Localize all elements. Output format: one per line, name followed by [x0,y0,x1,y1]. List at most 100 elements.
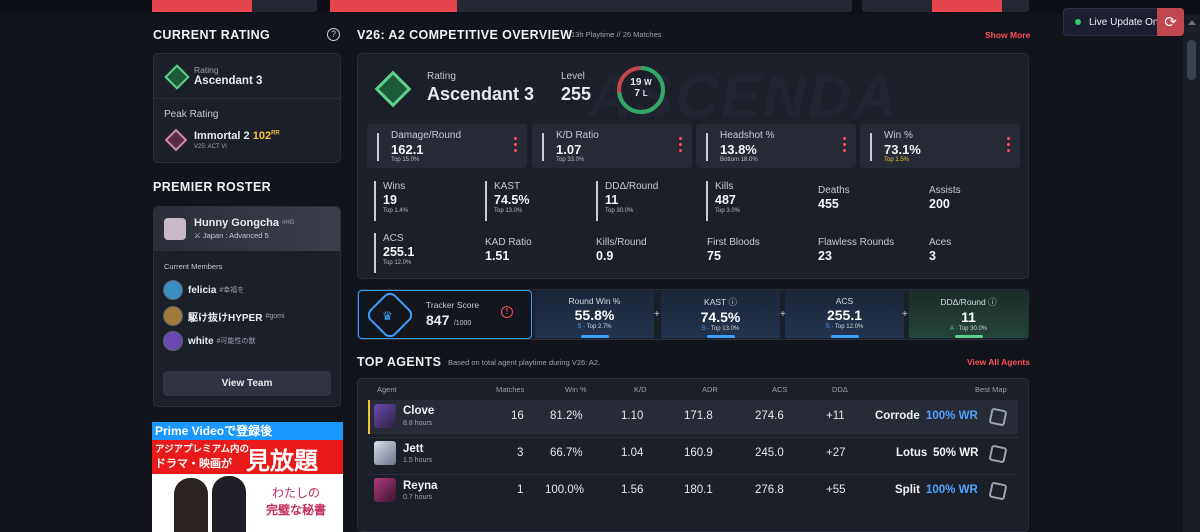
grid-stat-flawless[interactable]: Flawless Rounds 23 [818,237,894,277]
stat-value: 11 [605,193,619,207]
nav-tab-1[interactable] [152,0,317,12]
tracker-col-round-win[interactable]: Round Win % 55.8% S · Top 2.7% [535,290,654,338]
nav-tab-2[interactable] [330,0,852,12]
more-icon[interactable] [679,137,682,155]
stat-value: 1.51 [485,249,510,263]
advertisement[interactable]: Prime Videoで登録後 アジアプレミアム内の ドラマ・映画が 見放題 わ… [152,422,343,532]
agent-hours: 0.7 hours [403,494,433,501]
more-icon[interactable] [514,137,517,155]
refresh-icon[interactable]: ⟳ [1157,8,1184,36]
scrollbar-track[interactable] [1183,15,1200,532]
ad-line3: ドラマ・映画が [155,458,232,470]
stat-value: 487 [715,193,736,207]
tracker-col-sub: · Top 30.0% [955,326,988,332]
more-icon[interactable] [1007,137,1010,155]
peak-rating-value: Immortal 2 [194,130,250,142]
grid-stat-dd[interactable]: DDΔ/Round 11 Top 30.0% [596,181,658,221]
team-region: Japan : Advanced 5 [202,231,269,240]
stat-bar [870,133,872,161]
tracker-col-sub: · Top 12.0% [831,324,864,330]
separator: // [616,30,621,39]
grid-stat-first-bloods[interactable]: First Bloods 75 [707,237,760,277]
col-header-win[interactable]: Win % [565,385,587,394]
grid-stat-kills[interactable]: Kills 487 Top 3.0% [706,181,740,221]
col-header-agent[interactable]: Agent [377,385,397,394]
more-icon[interactable] [843,137,846,155]
stat-box-damage[interactable]: Damage/Round 162.1 Top 15.0% [367,124,527,168]
tracker-col-label: Round Win % [568,296,621,306]
tracker-score-max: /1000 [453,320,472,327]
info-alert-icon[interactable]: ! [501,306,513,318]
live-update-toggle[interactable]: Live Update On ⟳ [1063,8,1184,36]
tracker-col-acs[interactable]: ACS 255.1 S · Top 12.0% [785,290,904,338]
grid-stat-wins[interactable]: Wins 19 Top 1.4% [374,181,408,221]
stat-bar [377,133,379,161]
scroll-up-icon[interactable] [1188,20,1196,25]
table-row[interactable] [368,474,1018,508]
grid-stat-acs[interactable]: ACS 255.1 Top 12.0% [374,233,414,273]
agent-kd: 1.10 [621,410,644,422]
member-row[interactable]: 駆け抜けHYPER #gomi [163,305,285,327]
plus-icon: + [654,309,660,320]
member-row[interactable]: white #可能性の獣 [163,330,255,352]
tracker-col-sub: · Top 2.7% [583,324,612,330]
ad-title1: わたしの [271,486,320,500]
map-icon [988,407,1008,427]
info-icon[interactable]: ⓘ [988,297,997,307]
view-all-agents-link[interactable]: View All Agents [967,357,1030,367]
wins-unit: W [644,78,652,87]
show-more-link[interactable]: Show More [985,30,1031,40]
col-header-kd[interactable]: K/D [634,385,647,394]
question-circle-icon[interactable]: ? [327,28,340,41]
tracker-col-grade: A [949,326,954,332]
table-row[interactable] [368,400,1018,434]
team-name[interactable]: Hunny Gongcha [194,217,279,229]
stat-value: 162.1 [391,142,424,157]
tracker-col-dd[interactable]: DDΔ/Round ⓘ 11 A · Top 30.0% [909,290,1028,338]
agent-dd: +55 [826,484,846,496]
col-header-dd[interactable]: DDΔ [832,385,848,394]
grid-stat-kast[interactable]: KAST 74.5% Top 13.0% [485,181,529,221]
overview-rating-label: Rating [427,71,456,82]
agent-portrait [374,478,396,502]
grid-stat-kpr[interactable]: Kills/Round 0.9 [596,237,647,277]
stat-box-winrate[interactable]: Win % 73.1% Top 1.5% [860,124,1020,168]
col-header-acs[interactable]: ACS [772,385,788,394]
agent-portrait [374,404,396,428]
nav-tab-3[interactable] [862,0,1029,12]
tracker-score-value: 847 [426,312,450,328]
stat-percentile: Top 1.5% [884,157,910,163]
grid-stat-deaths[interactable]: Deaths 455 [818,185,850,225]
grid-stat-kad[interactable]: KAD Ratio 1.51 [485,237,532,277]
member-row[interactable]: felicia #幸福を [163,279,244,301]
member-name: felicia [188,284,217,296]
stat-label: Flawless Rounds [818,237,895,248]
col-header-best-map[interactable]: Best Map [975,385,1007,394]
col-header-matches[interactable]: Matches [496,385,525,394]
top-agents-heading: TOP AGENTS [357,355,442,369]
info-icon[interactable]: ⓘ [728,297,737,307]
col-header-adr[interactable]: ADR [702,385,718,394]
stat-percentile: Top 3.0% [715,208,741,214]
stat-percentile: Top 15.0% [391,157,420,163]
grid-stat-aces[interactable]: Aces 3 [929,237,951,277]
tracker-col-underline [954,335,983,338]
peak-season: V25: ACT VI [194,144,227,150]
team-logo [164,218,186,240]
stat-percentile: Top 33.0% [556,157,585,163]
agent-hours: 1.5 hours [403,457,433,464]
agent-adr: 171.8 [684,410,713,422]
stat-label: DDΔ/Round [605,181,659,192]
scrollbar-thumb[interactable] [1187,40,1196,80]
playtime: 13h Playtime [571,30,615,39]
agent-winrate: 81.2% [550,410,583,422]
stat-value: 0.9 [596,249,614,263]
grid-stat-assists[interactable]: Assists 200 [929,185,961,225]
agent-winrate: 66.7% [550,447,583,459]
tracker-col-kast[interactable]: KAST ⓘ 74.5% S · Top 13.0% [661,290,780,338]
member-avatar [163,280,183,300]
view-team-button[interactable]: View Team [163,371,331,396]
stat-box-kd[interactable]: K/D Ratio 1.07 Top 33.0% [532,124,692,168]
table-row[interactable] [368,437,1018,471]
stat-box-headshot[interactable]: Headshot % 13.8% Bottom 18.0% [696,124,856,168]
